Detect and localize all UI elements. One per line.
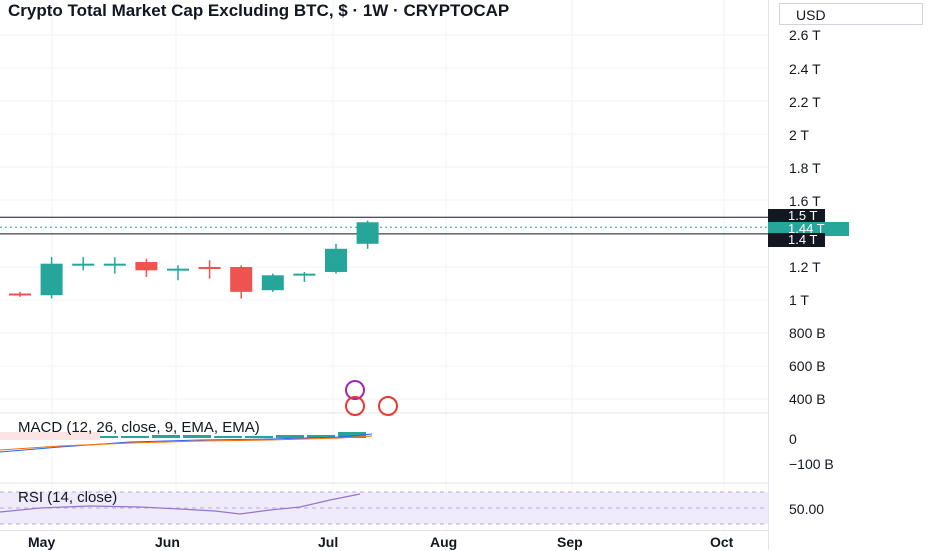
event-marker-icon <box>345 380 365 400</box>
rsi-line <box>0 493 361 515</box>
candle-body <box>261 275 284 291</box>
price-tick: 2.6 T <box>789 27 821 43</box>
macd-histogram-bar <box>214 436 242 438</box>
price-tick: 1.6 T <box>789 193 821 209</box>
macd-histogram-bar <box>245 436 273 438</box>
price-tag-lower: 1.4 T <box>768 233 826 247</box>
price-tick: 800 B <box>789 325 826 341</box>
candle-body <box>72 263 95 266</box>
time-label: Jul <box>318 534 339 550</box>
price-tick: 2 T <box>789 127 809 143</box>
candle-body <box>9 293 31 296</box>
time-label: Sep <box>557 534 583 550</box>
rsi-tick: 50.00 <box>789 501 825 517</box>
macd-histogram-bar <box>276 435 304 438</box>
flag-icon <box>378 396 398 416</box>
candle-body <box>325 248 347 272</box>
candle-body <box>103 263 126 266</box>
time-label: May <box>28 534 56 550</box>
time-label: Jun <box>155 534 180 550</box>
price-tick: 1.8 T <box>789 160 821 176</box>
macd-tick: −100 B <box>789 456 834 472</box>
macd-histogram-bar <box>90 436 118 438</box>
price-tick: 1.2 T <box>789 259 821 275</box>
price-tag-upper: 1.5 T <box>768 209 826 223</box>
macd-line <box>0 433 373 453</box>
time-label: Oct <box>710 534 734 550</box>
candle-body <box>40 263 63 296</box>
price-tick: 400 B <box>789 391 826 407</box>
chart-canvas[interactable] <box>0 0 768 530</box>
candle-body <box>356 222 379 244</box>
chart-title: Crypto Total Market Cap Excluding BTC, $… <box>8 1 510 20</box>
macd-histogram-bar <box>338 432 366 438</box>
macd-histogram-bar <box>307 435 335 438</box>
macd-negative-area <box>0 432 100 440</box>
macd-title: MACD (12, 26, close, 9, EMA, EMA) <box>18 419 260 436</box>
time-label: Aug <box>430 534 458 550</box>
time-axis[interactable]: May Jun Jul Aug Sep Oct <box>0 530 768 551</box>
macd-histogram-bar <box>121 436 149 438</box>
chart-pane[interactable]: Crypto Total Market Cap Excluding BTC, $… <box>0 0 768 530</box>
price-tick: 600 B <box>789 358 826 374</box>
price-tick: 1 T <box>789 292 809 308</box>
signal-line <box>0 435 373 451</box>
candle-body <box>167 268 189 271</box>
price-tick: 2.2 T <box>789 94 821 110</box>
rsi-title: RSI (14, close) <box>18 489 118 506</box>
macd-histogram-bar <box>183 435 211 438</box>
price-tick: 2.4 T <box>789 61 821 77</box>
macd-tick: 0 <box>789 431 797 447</box>
price-tag-current: 1.44 T <box>768 222 849 236</box>
candle-body <box>230 267 253 292</box>
candle-body <box>198 267 221 269</box>
flag-icon <box>345 396 365 416</box>
candle-body <box>293 273 316 276</box>
macd-histogram-bar <box>152 435 180 438</box>
currency-selector[interactable]: USD <box>779 3 923 25</box>
price-axis[interactable]: 2.6 T 2.4 T 2.2 T 2 T 1.8 T 1.6 T 1.2 T … <box>768 0 932 550</box>
candle-body <box>135 262 158 271</box>
